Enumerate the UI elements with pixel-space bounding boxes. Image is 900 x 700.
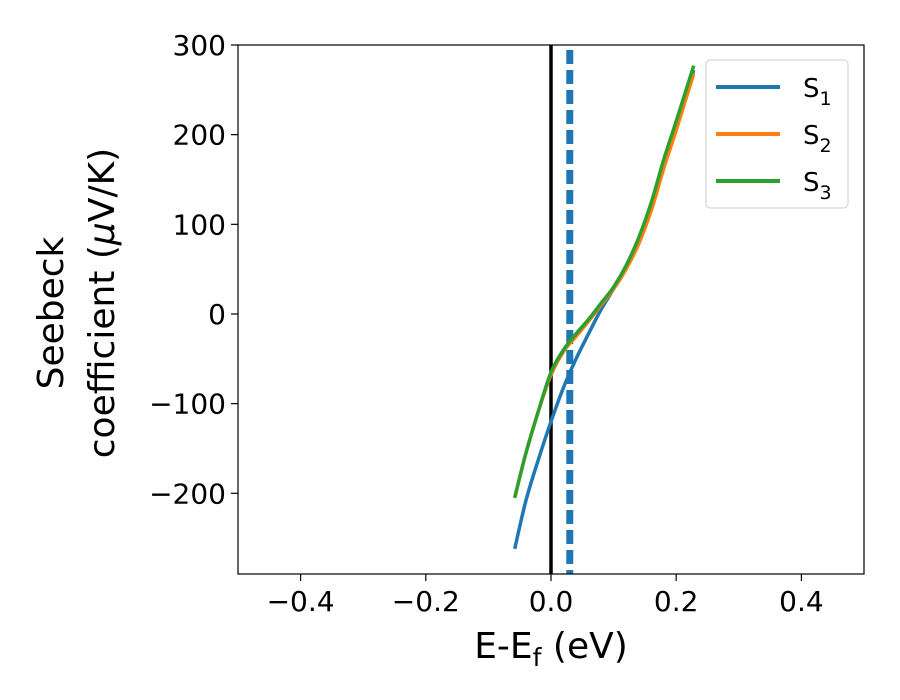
legend-label-s1: S1 [803,74,832,110]
series-line-s3 [512,65,696,499]
x-tick-label: 0.2 [654,585,699,618]
x-axis-title: E-Ef (eV) [474,626,628,672]
y-axis-title-line1: Seebeck [31,236,72,389]
legend: S1 S2 S3 [705,59,849,209]
x-tick-label: −0.2 [392,585,460,618]
y-tick-label: −200 [149,477,226,510]
y-axis-title: Seebeck coefficient (μV/K) [31,148,123,458]
y-tick-label: 200 [173,119,226,152]
y-tick-label: 0 [208,298,226,331]
y-tick-label: 100 [173,208,226,241]
y-tick-label: −100 [149,388,226,421]
y-tick-label: 300 [173,29,226,62]
x-tick-label: 0.0 [529,585,574,618]
x-tick-label: −0.4 [267,585,335,618]
series-lines [512,65,696,550]
legend-label-s3: S3 [803,168,832,204]
legend-label-s2: S2 [803,121,832,157]
y-axis-ticks: −200 −100 0 100 200 300 [149,29,238,510]
x-axis-ticks: −0.4 −0.2 0.0 0.2 0.4 [267,574,824,618]
vertical-lines [549,45,574,574]
y-axis-title-line2: coefficient (μV/K) [82,148,123,458]
x-tick-label: 0.4 [779,585,824,618]
